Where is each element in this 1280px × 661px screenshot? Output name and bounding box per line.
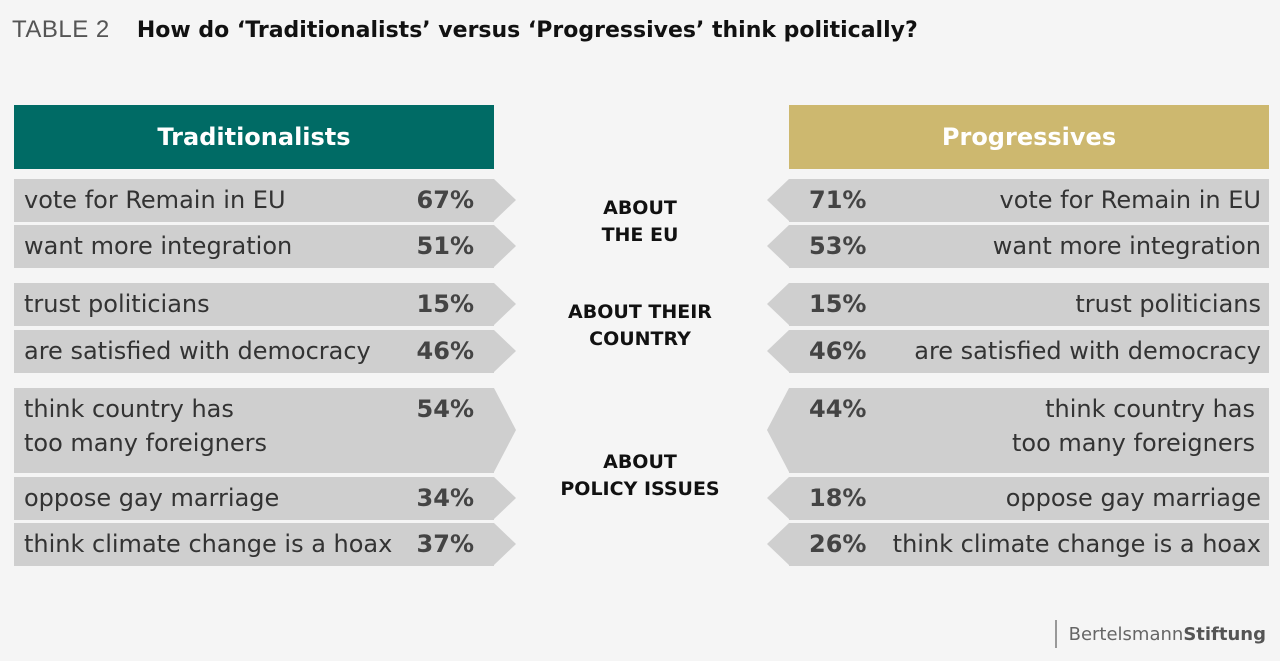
header: TABLE 2 How do ‘Traditionalists’ versus … [12,16,918,50]
traditionalists-percent: 15% [416,290,474,318]
traditionalists-percent: 37% [416,530,474,558]
statement-line: trust politicians [24,290,210,318]
progressives-percent: 46% [809,337,867,365]
traditionalists-percent: 51% [416,232,474,260]
row-statement: trust politicians [1075,283,1261,321]
arrow-left-icon [767,388,789,472]
progressives-row: trust politicians 15% [789,283,1269,326]
section-heading-line: COUNTRY [589,328,691,350]
row-statement: are satisfied with democracy [914,330,1261,368]
arrow-left-icon [767,283,789,325]
traditionalists-row: vote for Remain in EU 67% [14,179,494,222]
progressives-row: are satisfied with democracy 46% [789,330,1269,373]
arrow-right-icon [494,179,516,221]
row-statement: vote for Remain in EU [24,179,286,217]
row-statement: think climate change is a hoax [893,523,1261,561]
arrow-left-icon [767,330,789,372]
traditionalists-row: want more integration 51% [14,225,494,268]
arrow-left-icon [767,225,789,267]
progressives-row: vote for Remain in EU 71% [789,179,1269,222]
traditionalists-row: think climate change is a hoax 37% [14,523,494,566]
column-header-traditionalists: Traditionalists [14,105,494,169]
arrow-right-icon [494,388,516,472]
column-header-progressives: Progressives [789,105,1269,169]
statement-line: want more integration [24,232,293,260]
row-statement: want more integration [24,225,292,263]
section-heading-country: ABOUT THEIR COUNTRY [540,299,740,353]
arrow-right-icon [494,523,516,565]
brand-name-part2: Stiftung [1183,623,1266,645]
arrow-left-icon [767,179,789,221]
section-heading-line: ABOUT [603,451,677,473]
row-statement: think country has too many foreigners [24,388,267,460]
section-heading-line: ABOUT THEIR [568,301,712,323]
statement-line: oppose gay marriage [1005,484,1261,512]
statement-line: think country has [24,395,234,423]
row-statement: oppose gay marriage [1006,477,1261,515]
statement-line: think climate change is a hoax [892,530,1261,558]
statement-line: are satisfied with democracy [914,337,1261,365]
progressives-percent: 71% [809,186,867,214]
brand-name-part1: Bertelsmann [1068,623,1184,645]
arrow-right-icon [494,477,516,519]
traditionalists-row: are satisfied with democracy 46% [14,330,494,373]
statement-line: too many foreigners [1011,429,1255,457]
traditionalists-row: trust politicians 15% [14,283,494,326]
progressives-row: think country has too many foreigners 44% [789,388,1269,473]
section-heading-eu: ABOUT THE EU [540,195,740,249]
row-statement: think country has too many foreigners [1012,388,1255,460]
arrow-left-icon [767,477,789,519]
traditionalists-row: think country has too many foreigners 54% [14,388,494,473]
traditionalists-percent: 34% [416,484,474,512]
progressives-percent: 15% [809,290,867,318]
brand-divider [1054,620,1057,648]
traditionalists-percent: 67% [416,186,474,214]
traditionalists-percent: 46% [416,337,474,365]
progressives-percent: 53% [809,232,867,260]
section-heading-line: THE EU [601,224,679,246]
statement-line: are satisfied with democracy [24,337,371,365]
statement-line: think country has [1045,395,1255,423]
statement-line: oppose gay marriage [24,484,280,512]
statement-line: trust politicians [1075,290,1261,318]
brand-logo: Bertelsmann Stiftung [1054,620,1266,648]
progressives-percent: 44% [809,395,867,423]
section-heading-line: POLICY ISSUES [560,478,720,500]
statement-line: want more integration [992,232,1261,260]
arrow-right-icon [494,283,516,325]
progressives-row: want more integration 53% [789,225,1269,268]
progressives-percent: 26% [809,530,867,558]
row-statement: think climate change is a hoax [24,523,392,561]
traditionalists-row: oppose gay marriage 34% [14,477,494,520]
statement-line: vote for Remain in EU [999,186,1261,214]
arrow-right-icon [494,330,516,372]
progressives-row: think climate change is a hoax 26% [789,523,1269,566]
row-statement: vote for Remain in EU [999,179,1261,217]
row-statement: trust politicians [24,283,210,321]
statement-line: vote for Remain in EU [24,186,286,214]
statement-line: think climate change is a hoax [24,530,393,558]
arrow-left-icon [767,523,789,565]
row-statement: are satisfied with democracy [24,330,371,368]
statement-line: too many foreigners [24,429,268,457]
traditionalists-percent: 54% [416,395,474,423]
chart-title: How do ‘Traditionalists’ versus ‘Progres… [136,18,918,43]
arrow-right-icon [494,225,516,267]
table-number: TABLE 2 [12,16,110,43]
row-statement: want more integration [993,225,1261,263]
progressives-percent: 18% [809,484,867,512]
row-statement: oppose gay marriage [24,477,279,515]
progressives-row: oppose gay marriage 18% [789,477,1269,520]
section-heading-policy: ABOUT POLICY ISSUES [540,449,740,503]
section-heading-line: ABOUT [603,197,677,219]
